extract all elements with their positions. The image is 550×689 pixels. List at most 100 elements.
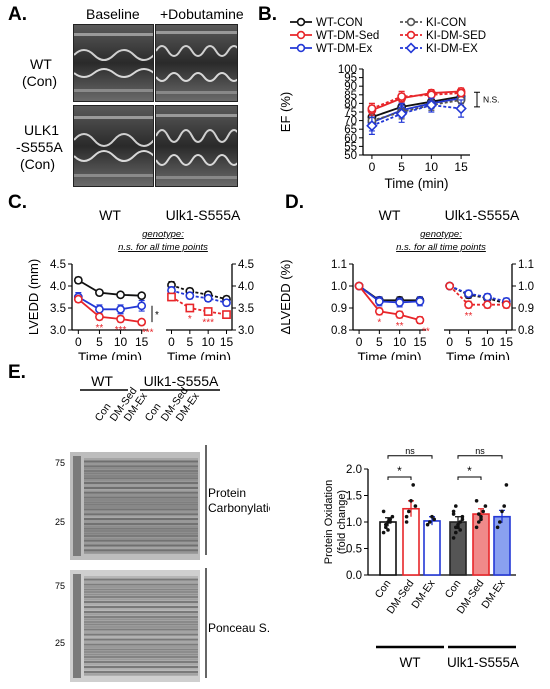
bar-3 [449,521,467,576]
carbonyl-blot-band-14 [84,491,198,494]
blot-group-ulk1-s555a: Ulk1-S555A [144,373,219,389]
bar-point-5-4 [504,483,509,487]
legend-label-wt-dm-sed: WT-DM-Sed [316,30,379,42]
ki-series-ki-dm-ex-point-1 [464,289,473,299]
ponceau-blot-band-37 [84,668,198,671]
bar-point-0-6 [384,522,388,527]
x-tick-label-10: 10 [425,160,439,174]
ki-series-ki-dm-sed-point-2 [483,300,492,310]
ponceau-blot-band-12 [84,606,198,609]
x-tick-label-right-15: 15 [220,335,234,349]
y-tick-label-1.0: 1.0 [346,517,362,529]
series-ki-dm-ex-point-1 [395,107,408,120]
wt-series-wt-con-point-0 [73,275,83,285]
bar-5 [493,515,511,576]
series-ki-dm-ex-point-3 [455,102,467,115]
bar-point-4-3 [481,509,485,514]
legend-marker-ki-dm-ex [405,42,417,54]
blot-group-wt: WT [91,373,113,389]
row-label-ulk1-1: ULK1 [24,122,60,138]
y-tick-label-right-4.0: 4.0 [238,281,254,293]
carbonyl-blot-band-20 [84,506,198,509]
wt-series-wt-dm-sed-point-0 [73,294,83,304]
ponceau-blot-band-6 [84,591,198,594]
ponceau-blot-band-7 [84,593,198,596]
ponceau-blot-band-21 [84,628,198,631]
y-tick-label-left-0.9: 0.9 [331,303,347,315]
carbonyl-blot-band-8 [84,477,198,480]
ki-star-0: * [188,314,192,325]
y-tick-label-1.5: 1.5 [346,491,362,503]
wt-star-1: ** [396,321,404,332]
bar-point-4-4 [483,504,488,508]
legend-label-wt-con: WT-CON [316,17,363,29]
x-tick-label-left-0: 0 [356,335,363,349]
bar-point-0-5 [381,509,386,514]
y-tick-label-left-1.0: 1.0 [331,281,347,293]
ladder-bottom-25: 25 [55,638,65,648]
x-tick-label-left-5: 5 [96,335,103,349]
legend-label-ki-dm-sed: KI-DM-SED [426,30,486,42]
carbonyl-blot-band-39 [84,551,198,554]
carbonyl-blot-band-27 [84,522,198,525]
ponceau-blot-band-34 [84,661,198,664]
carbonyl-blot-band-7 [84,474,198,477]
ponceau-blot-band-20 [84,626,198,629]
blot-label-ponceau: Ponceau S. [208,621,270,635]
bar-point-0-1 [384,525,388,530]
bar-point-4-2 [479,514,483,519]
y-axis-label: ΔLVEDD (%) [278,260,293,335]
wt-series-wt-dm-sed-line [358,285,421,321]
legend-marker-ki-con [406,17,416,27]
bar-point-5-2 [500,509,504,514]
bar-category-label-0: Con [373,578,394,601]
bar-point-3-3 [458,520,462,524]
x-tick-label-15: 15 [454,160,468,174]
note-ns-all-time-points: n.s. for all time points [396,242,486,253]
sig-label-3: ns [475,446,485,456]
x-tick-label-right-5: 5 [186,335,193,349]
wt-side-star: * [155,310,159,321]
carbonyl-blot-band-5 [84,470,198,473]
bar-1 [402,507,420,576]
ponceau-blot-band-25 [84,638,198,641]
bar-point-3-4 [460,514,465,519]
wt-series-wt-dm-ex-line [77,296,142,311]
bar-point-3-5 [451,509,456,514]
ns-bracket [474,91,480,108]
carbonyl-blot-band-2 [84,462,198,465]
ponceau-blot-band-14 [84,611,198,614]
sig-bracket-3 [457,455,503,459]
carbonyl-blot-band-6 [84,472,198,475]
bar-point-3-1 [454,530,458,535]
sig-bracket-2 [457,476,482,480]
wt-series-wt-con-point-1 [95,288,104,297]
ki-series-ki-dm-ex-point-1 [185,291,195,301]
blot-label-carbonylation: Carbonylation [208,501,270,515]
y-tick-label-85: 85 [344,90,357,102]
series-ki-dm-sed-point-2 [426,90,436,100]
legend-marker-ki-dm-sed [406,30,416,40]
panel-d-label: D. [285,192,304,213]
blot-label-protein: Protein [208,486,246,500]
title-ulk1-s555a: Ulk1-S555A [445,207,520,223]
carbonyl-blot-band-26 [84,520,198,523]
ponceau-blot-band-1 [84,578,198,581]
ponceau-blot-band-23 [84,633,198,636]
wt-star-2: ** [422,326,430,337]
ponceau-blot-band-30 [84,651,198,654]
bar-point-4-7 [479,517,483,522]
wt-series-wt-dm-sed-point-1 [95,312,104,322]
ladder-top-75: 75 [55,458,65,468]
y-tick-label-80: 80 [344,98,357,110]
ki-series-ki-dm-sed-point-3 [501,300,511,310]
y-axis-label-line-2: (fold change) [336,490,348,554]
y-tick-label-right-1.0: 1.0 [518,281,534,293]
title-ulk1-s555a: Ulk1-S555A [166,207,241,223]
chart-e-protein-oxidation: 0.0 0.5 1.0 1.5 2.0 Protein Oxidation (fold ch… [323,446,519,670]
note-genotype: genotype: [142,229,184,240]
carbonyl-blot-band-21 [84,508,198,511]
title-wt: WT [99,207,121,223]
bar-point-3-8 [458,528,462,532]
carbonyl-blot-band-36 [84,544,198,547]
